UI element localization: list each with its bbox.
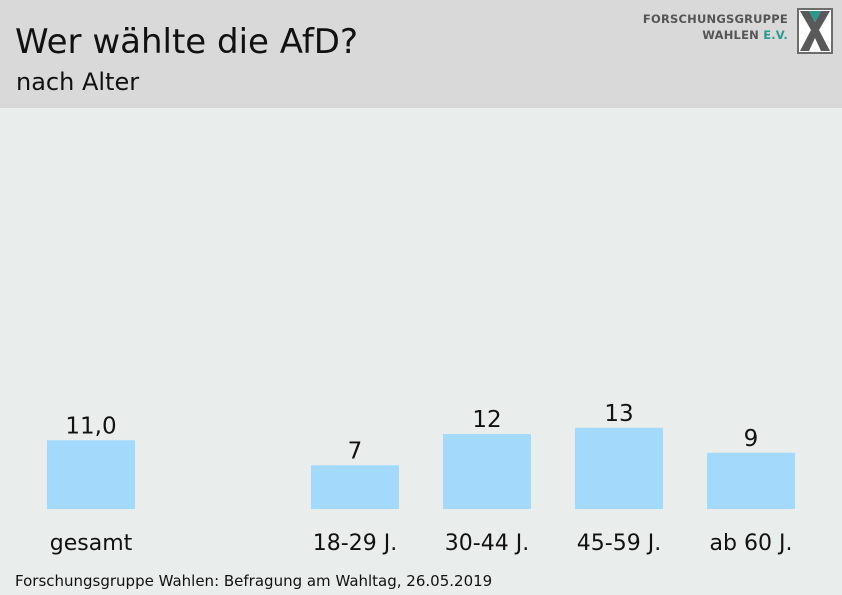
logo-line2: WAHLEN E.V.	[643, 27, 788, 43]
bar-0	[47, 440, 135, 509]
bar-4	[707, 452, 795, 509]
source-note: Forschungsgruppe Wahlen: Befragung am Wa…	[15, 572, 493, 590]
value-label-3: 13	[604, 401, 633, 427]
bar-3	[575, 427, 663, 509]
value-label-1: 7	[348, 438, 363, 464]
value-label-4: 9	[744, 426, 759, 452]
logo-line2-main: WAHLEN	[702, 28, 759, 42]
category-label-2: 30-44 J.	[445, 531, 529, 556]
bar-chart: 11,0 gesamt 7 18-29 J. 12 30-44 J. 13 45-59 J. 9…	[47, 401, 795, 556]
logo-line1: FORSCHUNGSGRUPPE	[642, 12, 788, 26]
category-label-1: 18-29 J.	[313, 531, 397, 556]
page-title: Wer wählte die AfD?	[15, 22, 359, 62]
header-bar: Wer wählte die AfD? nach Alter FORSCHUNG…	[0, 0, 842, 108]
category-label-0: gesamt	[50, 531, 133, 556]
value-label-0: 11,0	[65, 413, 116, 439]
category-label-4: ab 60 J.	[710, 531, 793, 556]
page-subtitle: nach Alter	[16, 68, 140, 96]
value-label-2: 12	[472, 407, 501, 433]
bar-1	[311, 465, 399, 509]
logo-line2-accent: E.V.	[763, 28, 788, 42]
fgw-x-logo-icon	[797, 8, 833, 54]
category-label-3: 45-59 J.	[577, 531, 661, 556]
bar-2	[443, 434, 531, 509]
logo-text: FORSCHUNGSGRUPPE WAHLEN E.V.	[643, 11, 788, 43]
